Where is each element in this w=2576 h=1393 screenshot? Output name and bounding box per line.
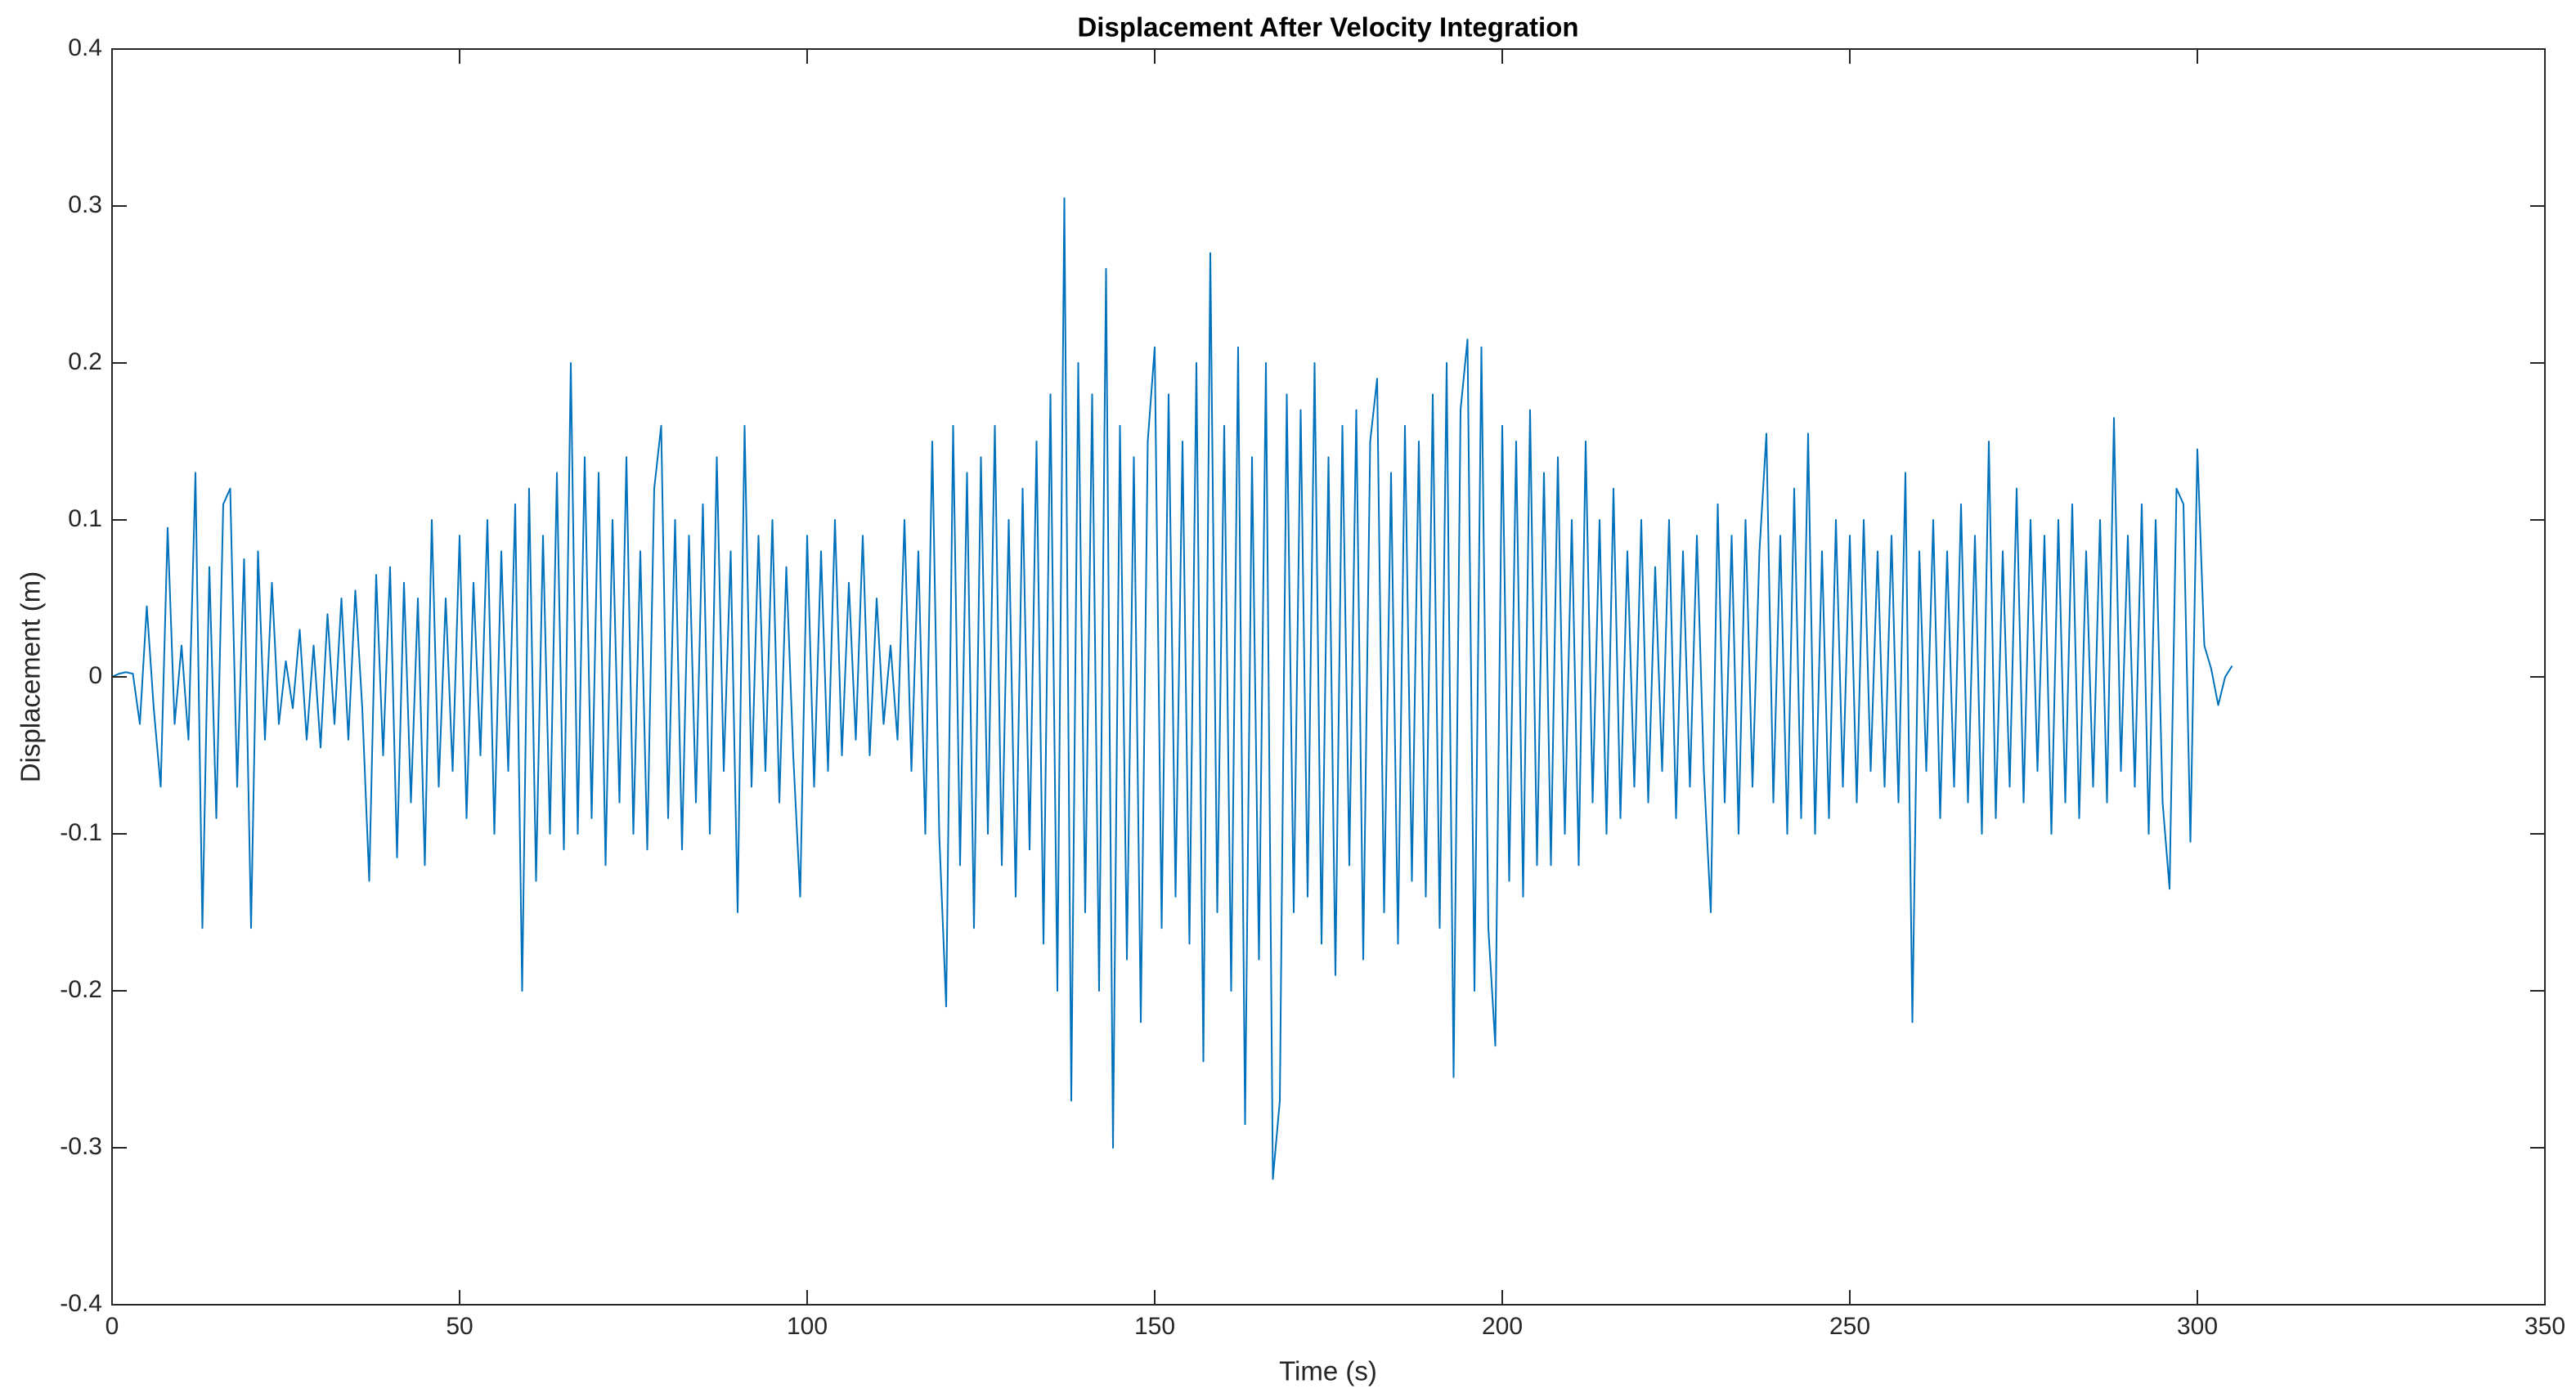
data-line <box>111 197 2233 1180</box>
y-tick-label: -0.4 <box>60 1290 102 1317</box>
x-tick-label: 350 <box>2524 1313 2565 1340</box>
y-axis-label: Displacement (m) <box>16 571 46 783</box>
x-tick-label: 300 <box>2177 1313 2218 1340</box>
x-tick-label: 0 <box>105 1313 119 1340</box>
y-tick-label: -0.1 <box>60 819 102 846</box>
x-tick-label: 200 <box>1482 1313 1523 1340</box>
y-tick-label: -0.2 <box>60 976 102 1003</box>
x-tick-label: 50 <box>446 1313 473 1340</box>
x-tick-label: 150 <box>1134 1313 1175 1340</box>
x-axis-label: Time (s) <box>1279 1356 1377 1386</box>
x-tick-label: 250 <box>1829 1313 1870 1340</box>
y-tick-label: 0 <box>88 662 102 689</box>
y-tick-label: -0.3 <box>60 1133 102 1160</box>
y-tick-label: 0.3 <box>68 191 102 218</box>
y-tick-label: 0.2 <box>68 348 102 375</box>
chart-title: Displacement After Velocity Integration <box>1077 12 1578 43</box>
x-tick-label: 100 <box>787 1313 828 1340</box>
y-tick-label: 0.4 <box>68 34 102 61</box>
y-tick-label: 0.1 <box>68 505 102 532</box>
